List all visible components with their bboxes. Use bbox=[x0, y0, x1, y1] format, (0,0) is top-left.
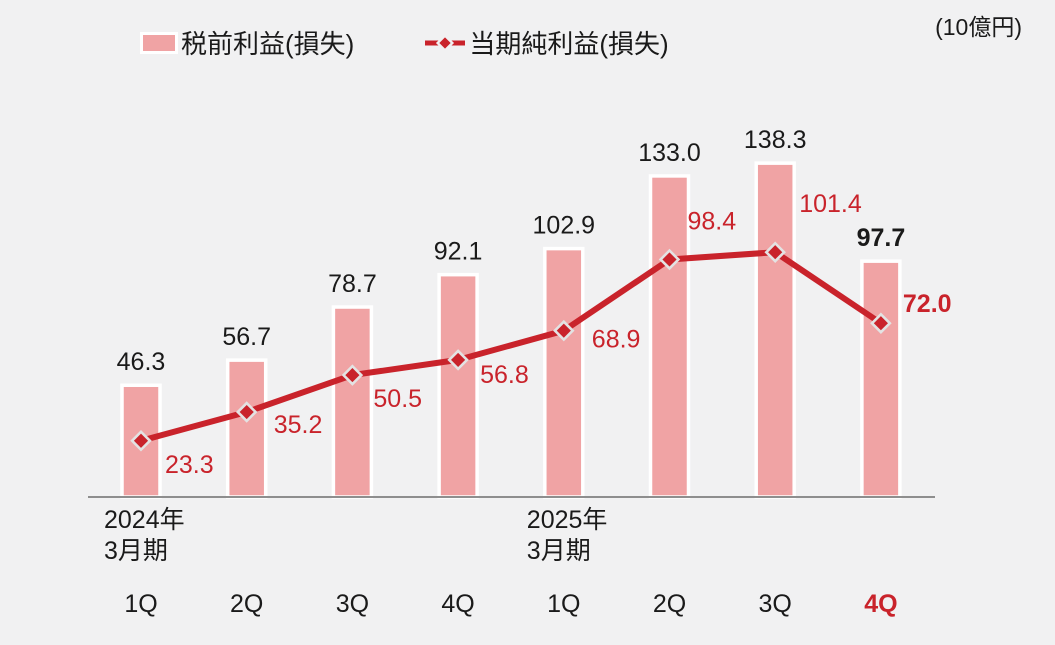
line-marker-3 bbox=[447, 349, 469, 371]
line-marker-1 bbox=[235, 401, 258, 423]
bar-value-label-3: 92.1 bbox=[434, 238, 483, 266]
pretax-profit-bar-3Q-2 bbox=[331, 305, 374, 499]
bar-series-swatch-icon bbox=[140, 31, 178, 54]
x-tick-label-4: 1Q bbox=[547, 590, 580, 618]
line-value-label-3: 56.8 bbox=[480, 361, 529, 389]
x-tick-label-7: 4Q bbox=[864, 590, 897, 618]
net-income-line bbox=[138, 249, 884, 444]
bar-value-label-6: 138.3 bbox=[744, 126, 807, 154]
line-value-label-6: 101.4 bbox=[799, 190, 862, 218]
x-tick-label-3: 4Q bbox=[441, 590, 474, 618]
bar-value-label-4: 102.9 bbox=[533, 212, 596, 240]
bar-value-label-0: 46.3 bbox=[117, 348, 166, 376]
pretax-profit-bar-2Q-5 bbox=[648, 174, 691, 499]
period-label-0: 2024年 3月期 bbox=[104, 506, 185, 565]
x-tick-label-0: 1Q bbox=[124, 590, 157, 618]
line-marker-2 bbox=[341, 364, 364, 386]
period-label-1: 2025年 3月期 bbox=[527, 506, 608, 565]
line-value-label-1: 35.2 bbox=[274, 411, 323, 439]
bar-value-label-5: 133.0 bbox=[638, 139, 701, 167]
unit-label: (10億円) bbox=[935, 14, 1022, 40]
line-series-sample-icon bbox=[425, 33, 466, 52]
pretax-profit-bar-3Q-6 bbox=[754, 161, 796, 499]
line-value-label-7: 72.0 bbox=[903, 290, 952, 318]
x-tick-label-1: 2Q bbox=[230, 590, 263, 618]
legend-line-label: 当期純利益(損失) bbox=[469, 29, 669, 59]
pretax-profit-bar-4Q-7 bbox=[860, 259, 902, 499]
x-tick-label-6: 3Q bbox=[759, 590, 792, 618]
line-marker-4 bbox=[553, 319, 575, 342]
line-value-label-0: 23.3 bbox=[165, 451, 214, 479]
line-marker-5 bbox=[658, 248, 681, 271]
bar-value-label-2: 78.7 bbox=[328, 270, 377, 298]
legend-item-net-income[interactable]: 当期純利益(損失) bbox=[424, 24, 669, 61]
line-value-label-2: 50.5 bbox=[373, 385, 422, 413]
pretax-profit-bar-4Q-3 bbox=[437, 272, 479, 499]
line-value-label-4: 68.9 bbox=[592, 326, 641, 354]
pretax-profit-bar-2Q-1 bbox=[225, 358, 268, 499]
x-tick-label-5: 2Q bbox=[653, 590, 686, 618]
legend: 税前利益(損失) 当期純利益(損失) bbox=[140, 24, 669, 61]
line-marker-6 bbox=[764, 241, 786, 263]
line-marker-0 bbox=[130, 430, 152, 452]
x-tick-label-2: 3Q bbox=[336, 590, 369, 618]
pretax-profit-bar-1Q-4 bbox=[543, 246, 585, 499]
legend-item-pretax-profit[interactable]: 税前利益(損失) bbox=[140, 24, 354, 61]
bar-value-label-1: 56.7 bbox=[222, 323, 271, 351]
line-marker-7 bbox=[870, 312, 892, 334]
legend-bar-label: 税前利益(損失) bbox=[181, 29, 355, 59]
bar-value-label-7: 97.7 bbox=[857, 224, 906, 252]
line-value-label-5: 98.4 bbox=[688, 207, 737, 235]
